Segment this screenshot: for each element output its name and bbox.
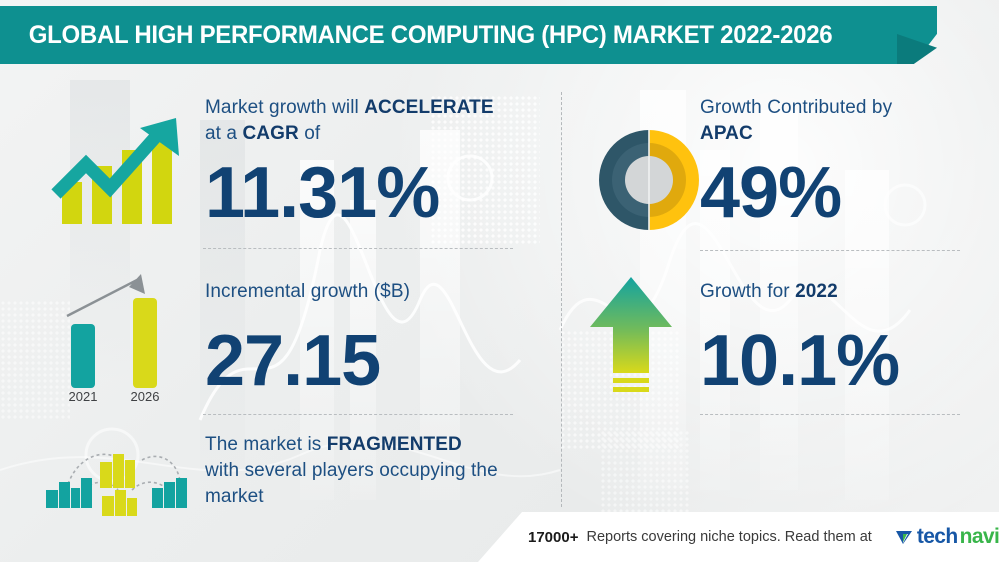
fragmented-caption-part1: The market is [205, 434, 327, 455]
footer-report-count: 17000+ [528, 528, 579, 546]
donut-chart-icon [595, 126, 703, 234]
column-divider [561, 92, 562, 507]
technavio-mark-icon [895, 531, 912, 544]
stat-cagr-value: 11.31% [205, 153, 440, 233]
stat-growth2022-caption: Growth for 2022 [700, 279, 838, 305]
growth-arrow-chart-icon [48, 108, 193, 230]
stat-apac-caption: Growth Contributed by APAC [700, 95, 960, 147]
stat-apac-value: 49% [700, 153, 842, 233]
stat-incremental-caption: Incremental growth ($B) [205, 281, 411, 302]
city-clusters-icon [38, 440, 198, 518]
cagr-caption-accelerate: ACCELERATE [364, 97, 494, 118]
fragmented-caption-bold: FRAGMENTED [326, 434, 462, 455]
divider-right-2 [700, 414, 960, 415]
growth2022-caption-bold: 2022 [795, 281, 838, 302]
fragmented-caption-part2: with several players occupying the marke… [205, 460, 498, 507]
divider-left-1 [203, 248, 513, 249]
cagr-caption-part2: at a [205, 123, 243, 144]
footer-tagline: Reports covering niche topics. Read them… [586, 529, 872, 545]
apac-caption-part1: Growth Contributed by [700, 97, 893, 118]
technavio-logo[interactable]: technavio™ [894, 525, 999, 549]
divider-right-1 [700, 250, 960, 251]
cagr-caption-part1: Market growth will [205, 97, 365, 118]
page-title: GLOBAL HIGH PERFORMANCE COMPUTING (HPC) … [28, 20, 833, 49]
stat-fragmented-caption: The market is FRAGMENTED with several pl… [205, 432, 535, 510]
footer-band: 17000+ Reports covering niche topics. Re… [478, 512, 999, 562]
cagr-caption-part3: of [298, 123, 321, 144]
two-bar-trend-icon: 2021 2026 [45, 258, 200, 404]
cagr-caption-cagr: CAGR [242, 123, 299, 144]
header-banner: GLOBAL HIGH PERFORMANCE COMPUTING (HPC) … [0, 6, 897, 64]
bar-label-2026: 2026 [131, 389, 160, 403]
stat-incremental-value: 27.15 [205, 321, 381, 401]
stat-cagr-caption: Market growth will ACCELERATE at a CAGR … [205, 95, 535, 147]
logo-text-tech: tech [916, 525, 958, 548]
up-arrow-icon [588, 275, 674, 400]
growth2022-caption-part1: Growth for [700, 281, 796, 302]
apac-caption-bold: APAC [700, 123, 753, 144]
stat-growth2022-value: 10.1% [700, 321, 900, 401]
divider-left-2 [203, 414, 513, 415]
logo-text-navio: navio [959, 525, 999, 548]
bar-label-2021: 2021 [69, 389, 98, 403]
